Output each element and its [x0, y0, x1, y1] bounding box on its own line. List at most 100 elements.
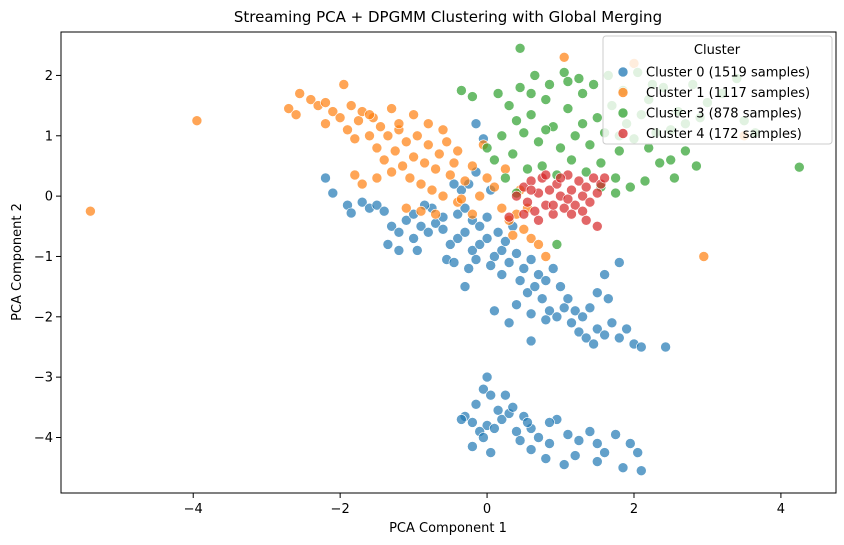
data-point [569, 199, 581, 211]
data-point [544, 417, 555, 428]
data-point [397, 160, 408, 172]
data-point [547, 199, 559, 211]
data-point [305, 94, 317, 105]
data-point [400, 202, 412, 214]
y-tick-label: −2 [34, 310, 53, 325]
data-point [459, 202, 471, 214]
data-point [588, 172, 599, 184]
data-point [448, 157, 460, 169]
data-point [345, 207, 357, 219]
data-point [470, 398, 482, 410]
data-point [544, 438, 555, 449]
data-point [481, 371, 493, 383]
data-point [599, 329, 610, 341]
data-point [422, 118, 434, 129]
data-point [371, 172, 383, 184]
data-point [522, 163, 533, 175]
x-tick-label: 2 [630, 502, 638, 517]
data-point [591, 221, 603, 232]
data-point [533, 215, 544, 226]
y-tick-label: −4 [34, 431, 53, 446]
data-point [496, 130, 508, 142]
data-point [569, 450, 581, 461]
data-point [441, 136, 453, 148]
plot-frame [60, 31, 837, 494]
data-point [591, 187, 603, 199]
data-point [474, 190, 486, 202]
data-point [525, 308, 537, 320]
data-point [371, 142, 383, 154]
data-point [481, 142, 493, 154]
data-point [562, 76, 574, 87]
data-point [591, 287, 603, 299]
data-point [558, 302, 570, 314]
data-point [511, 426, 522, 437]
data-point [503, 211, 515, 223]
data-point [356, 196, 368, 208]
data-point [522, 417, 533, 428]
data-point [456, 414, 467, 425]
data-point [558, 459, 570, 470]
data-point [680, 145, 691, 157]
data-point [481, 233, 493, 244]
data-point [522, 287, 533, 299]
data-point [320, 172, 331, 184]
data-point [283, 103, 295, 114]
data-point [536, 160, 548, 172]
data-point [584, 302, 596, 314]
data-point [518, 224, 530, 235]
data-point [584, 196, 596, 208]
data-point [525, 335, 537, 347]
data-point [533, 432, 544, 443]
data-point [507, 230, 519, 241]
data-point [345, 100, 357, 111]
data-point [356, 178, 368, 190]
data-point [85, 205, 96, 217]
y-tick-label: 2 [45, 69, 53, 84]
data-point [518, 208, 530, 220]
data-point [544, 184, 555, 196]
x-tick-label: −4 [184, 502, 203, 517]
data-point [459, 175, 471, 187]
data-point [566, 208, 577, 220]
data-point [599, 269, 610, 280]
data-point [577, 311, 588, 323]
x-axis: −4 −2 0 2 4 [184, 493, 785, 517]
data-point [327, 106, 339, 117]
data-point [573, 435, 585, 446]
data-point [485, 447, 497, 458]
data-point [588, 79, 599, 90]
data-point [573, 175, 585, 187]
data-point [555, 172, 566, 184]
data-point [507, 401, 519, 413]
data-point [606, 317, 618, 329]
data-point [408, 151, 419, 163]
data-point [500, 389, 511, 401]
data-point [654, 157, 666, 169]
data-point [540, 169, 552, 181]
data-point [591, 456, 603, 467]
data-point [389, 145, 401, 157]
legend-title: Cluster [694, 43, 741, 58]
data-point [580, 181, 592, 193]
data-point [492, 404, 504, 416]
data-point [551, 311, 563, 323]
data-point [474, 221, 486, 232]
legend-entry-label: Cluster 1 (1117 samples) [646, 86, 810, 101]
data-point [569, 305, 581, 317]
data-point [459, 227, 471, 238]
data-point [555, 142, 566, 154]
data-point [294, 88, 306, 99]
data-point [393, 118, 405, 129]
data-point [595, 157, 607, 169]
data-point [525, 109, 537, 120]
data-point [540, 124, 552, 136]
data-point [511, 190, 522, 202]
legend-entry-label: Cluster 3 (878 samples) [646, 107, 802, 122]
data-point [540, 453, 552, 464]
data-point [591, 438, 603, 449]
data-point [478, 432, 489, 443]
legend: Cluster Cluster 0 (1519 samples) Cluster … [602, 35, 833, 145]
data-point [456, 85, 467, 96]
